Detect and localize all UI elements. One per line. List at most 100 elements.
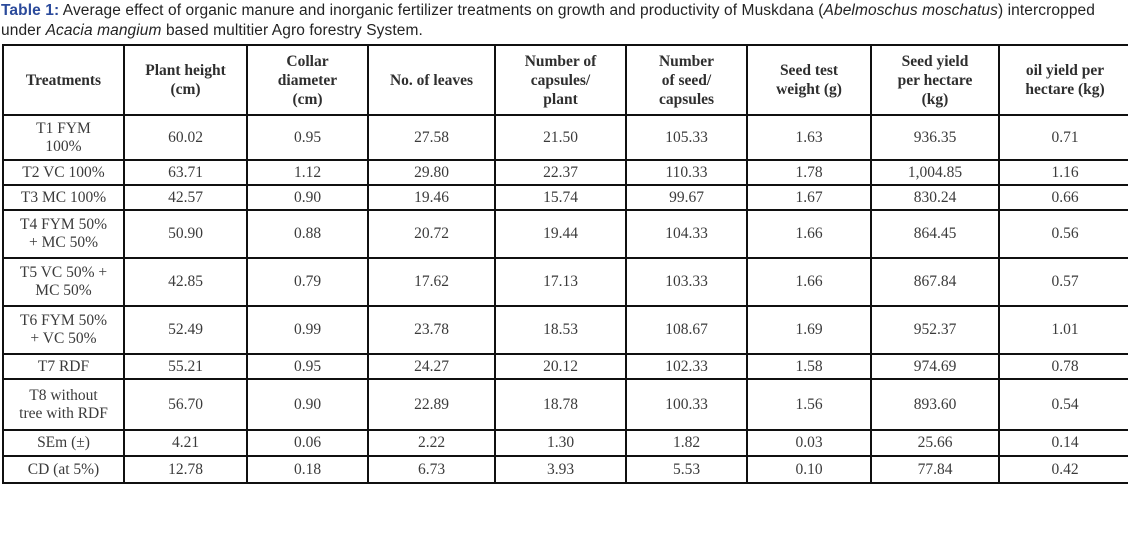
table-cell: 17.62 — [367, 257, 496, 307]
table-cell: 0.57 — [998, 257, 1128, 307]
table-cell: 974.69 — [870, 353, 1000, 380]
col-header-seed-per-capsule: Number of seed/ capsules — [625, 44, 748, 116]
results-table: Treatments Plant height (cm) Collar diam… — [2, 44, 1128, 484]
table-cell: 27.58 — [367, 114, 496, 161]
table-cell: 20.12 — [494, 353, 627, 380]
table-cell: 0.95 — [246, 353, 369, 380]
treatment-label: T8 without tree with RDF — [2, 378, 125, 431]
table-cell: 0.78 — [998, 353, 1128, 380]
col-header-seed-test-weight: Seed test weight (g) — [746, 44, 872, 116]
col-header-treatments: Treatments — [2, 44, 125, 116]
table-cell: 0.66 — [998, 184, 1128, 211]
treatment-label: T2 VC 100% — [2, 159, 125, 186]
table-cell: 104.33 — [625, 209, 748, 259]
table-cell: 15.74 — [494, 184, 627, 211]
table-cell: 1.66 — [746, 257, 872, 307]
table-cell: 830.24 — [870, 184, 1000, 211]
table-cell: 56.70 — [123, 378, 248, 431]
caption-text-2: ) intercropped under — [1, 2, 1095, 39]
col-header-capsules-per-plant: Number of capsules/ plant — [494, 44, 627, 116]
table-cell: 0.03 — [746, 429, 872, 457]
table-cell: 1.56 — [746, 378, 872, 431]
table-cell: 105.33 — [625, 114, 748, 161]
table-cell: 0.54 — [998, 378, 1128, 431]
table-row-t1: T1 FYM 100% 60.02 0.95 27.58 21.50 105.3… — [2, 114, 1128, 161]
table-cell: 936.35 — [870, 114, 1000, 161]
table-cell: 42.57 — [123, 184, 248, 211]
table-cell: 0.90 — [246, 378, 369, 431]
table-cell: 6.73 — [367, 455, 496, 484]
table-cell: 1.12 — [246, 159, 369, 186]
table-cell: 0.42 — [998, 455, 1128, 484]
table-cell: 1.78 — [746, 159, 872, 186]
table-row-t6: T6 FYM 50% + VC 50% 52.49 0.99 23.78 18.… — [2, 305, 1128, 355]
table-cell: 0.95 — [246, 114, 369, 161]
table-cell: 3.93 — [494, 455, 627, 484]
table-cell: 952.37 — [870, 305, 1000, 355]
table-cell: 77.84 — [870, 455, 1000, 484]
table-cell: 0.99 — [246, 305, 369, 355]
table-row-cd: CD (at 5%) 12.78 0.18 6.73 3.93 5.53 0.1… — [2, 455, 1128, 484]
table-cell: 102.33 — [625, 353, 748, 380]
table-cell: 5.53 — [625, 455, 748, 484]
table-cell: 55.21 — [123, 353, 248, 380]
table-cell: 108.67 — [625, 305, 748, 355]
table-cell: 19.46 — [367, 184, 496, 211]
table-cell: 29.80 — [367, 159, 496, 186]
col-header-seed-yield: Seed yield per hectare (kg) — [870, 44, 1000, 116]
table-cell: 99.67 — [625, 184, 748, 211]
table-row-t5: T5 VC 50% + MC 50% 42.85 0.79 17.62 17.1… — [2, 257, 1128, 307]
table-cell: 0.14 — [998, 429, 1128, 457]
table-row-t7: T7 RDF 55.21 0.95 24.27 20.12 102.33 1.5… — [2, 353, 1128, 380]
table-cell: 103.33 — [625, 257, 748, 307]
table-cell: 23.78 — [367, 305, 496, 355]
col-header-collar-diameter: Collar diameter (cm) — [246, 44, 369, 116]
table-cell: 60.02 — [123, 114, 248, 161]
table-cell: 21.50 — [494, 114, 627, 161]
table-cell: 17.13 — [494, 257, 627, 307]
table-cell: 24.27 — [367, 353, 496, 380]
table-cell: 1.82 — [625, 429, 748, 457]
treatment-label: T4 FYM 50% + MC 50% — [2, 209, 125, 259]
table-cell: 12.78 — [123, 455, 248, 484]
treatment-label: SEm (±) — [2, 429, 125, 457]
treatment-label: T3 MC 100% — [2, 184, 125, 211]
table-cell: 1.67 — [746, 184, 872, 211]
table-cell: 1,004.85 — [870, 159, 1000, 186]
treatment-label: CD (at 5%) — [2, 455, 125, 484]
table-cell: 1.58 — [746, 353, 872, 380]
table-row-t3: T3 MC 100% 42.57 0.90 19.46 15.74 99.67 … — [2, 184, 1128, 211]
caption-species-name-2: Acacia mangium — [45, 21, 162, 39]
header-row: Treatments Plant height (cm) Collar diam… — [2, 44, 1128, 116]
col-header-oil-yield: oil yield per hectare (kg) — [998, 44, 1128, 116]
table-cell: 0.06 — [246, 429, 369, 457]
col-header-no-of-leaves: No. of leaves — [367, 44, 496, 116]
table-cell: 1.30 — [494, 429, 627, 457]
table-caption: Table 1: Average effect of organic manur… — [1, 1, 1127, 40]
table-cell: 100.33 — [625, 378, 748, 431]
table-cell: 1.63 — [746, 114, 872, 161]
table-row-t4: T4 FYM 50% + MC 50% 50.90 0.88 20.72 19.… — [2, 209, 1128, 259]
table-cell: 2.22 — [367, 429, 496, 457]
treatment-label: T7 RDF — [2, 353, 125, 380]
table-cell: 1.69 — [746, 305, 872, 355]
table-cell: 110.33 — [625, 159, 748, 186]
col-header-plant-height: Plant height (cm) — [123, 44, 248, 116]
table-cell: 25.66 — [870, 429, 1000, 457]
table-row-sem: SEm (±) 4.21 0.06 2.22 1.30 1.82 0.03 25… — [2, 429, 1128, 457]
treatment-label: T1 FYM 100% — [2, 114, 125, 161]
table-cell: 0.18 — [246, 455, 369, 484]
table-row-t2: T2 VC 100% 63.71 1.12 29.80 22.37 110.33… — [2, 159, 1128, 186]
table-cell: 4.21 — [123, 429, 248, 457]
table-cell: 0.10 — [746, 455, 872, 484]
table-cell: 867.84 — [870, 257, 1000, 307]
table-cell: 0.90 — [246, 184, 369, 211]
table-cell: 893.60 — [870, 378, 1000, 431]
table-cell: 63.71 — [123, 159, 248, 186]
table-cell: 22.37 — [494, 159, 627, 186]
table-cell: 52.49 — [123, 305, 248, 355]
table-cell: 1.66 — [746, 209, 872, 259]
table-row-t8: T8 without tree with RDF 56.70 0.90 22.8… — [2, 378, 1128, 431]
treatment-label: T6 FYM 50% + VC 50% — [2, 305, 125, 355]
